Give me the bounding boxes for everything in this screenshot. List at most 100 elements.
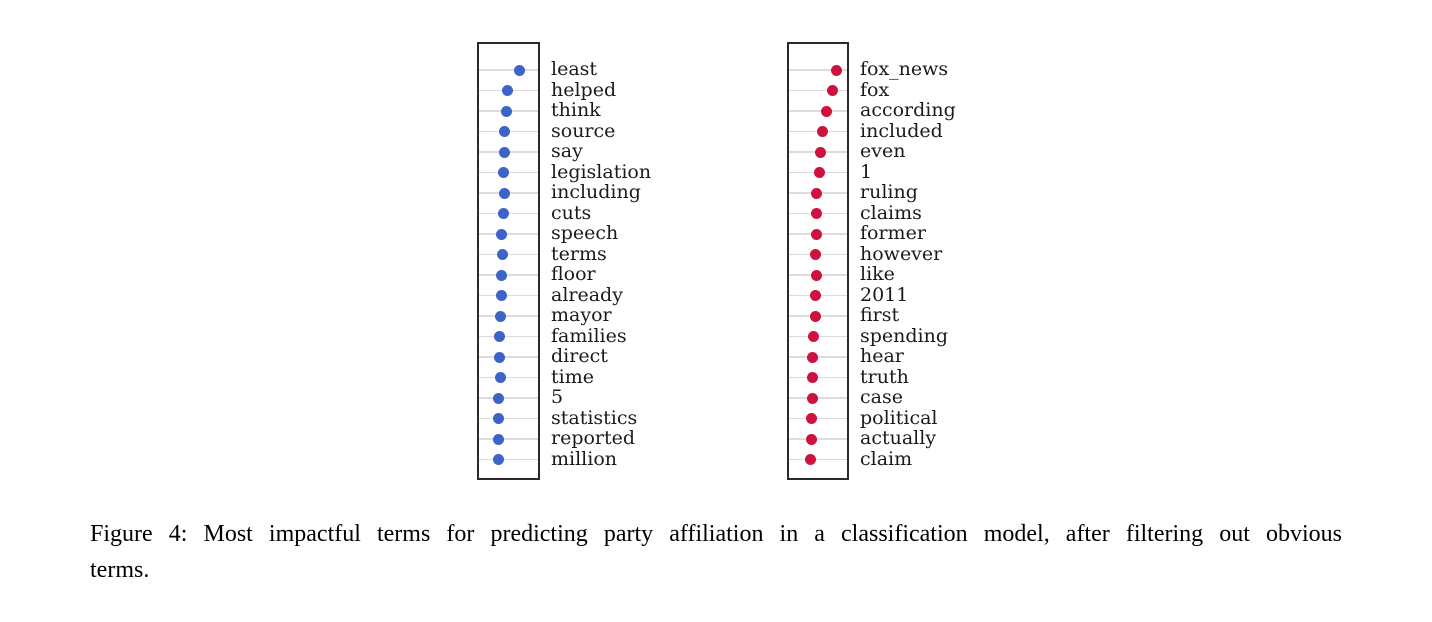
data-point-million — [492, 454, 504, 465]
term-label-already: already — [551, 283, 623, 306]
strip-plot-right-frame — [787, 42, 849, 480]
term-label-speech: speech — [551, 222, 619, 245]
figure-caption: Figure 4: Most impactful terms for predi… — [90, 516, 1342, 588]
data-point-ruling — [811, 187, 823, 199]
strip-plot-left-frame — [477, 42, 540, 480]
gridline — [479, 294, 538, 297]
term-label-first: first — [860, 304, 900, 327]
data-point-mayor — [494, 310, 506, 322]
term-label-legislation: legislation — [551, 160, 652, 183]
term-label-time: time — [551, 365, 594, 388]
data-point-truth — [806, 372, 818, 383]
term-label-spending: spending — [860, 324, 949, 347]
term-label-political: political — [860, 406, 938, 429]
gridline — [479, 233, 538, 235]
gridline — [789, 458, 847, 461]
data-point-terms — [496, 249, 508, 260]
term-label-like: like — [860, 263, 895, 286]
term-label-according: according — [860, 99, 956, 122]
strip-plot-left-labels: least helped think source say legislation incl… — [551, 44, 771, 482]
term-label-actually: actually — [860, 427, 937, 450]
data-point-first — [809, 310, 821, 322]
data-point-included — [817, 126, 829, 137]
gridline — [479, 315, 538, 317]
data-point-cuts — [497, 208, 509, 219]
term-label-claims: claims — [860, 201, 922, 224]
gridline — [479, 376, 538, 379]
data-point-political — [806, 413, 818, 424]
term-label-even: even — [860, 140, 906, 163]
term-label-1: 1 — [860, 160, 873, 183]
data-point-claims — [811, 208, 823, 219]
data-point-1 — [813, 167, 825, 178]
data-point-statistics — [493, 413, 505, 424]
data-point-legislation — [498, 167, 510, 178]
gridline — [479, 274, 538, 276]
gridline — [479, 397, 538, 399]
term-label-cuts: cuts — [551, 201, 592, 224]
gridline — [789, 438, 847, 440]
data-point-say — [498, 146, 510, 158]
data-point-families — [494, 331, 506, 342]
gridline — [479, 335, 538, 338]
gridline — [789, 110, 847, 112]
term-label-2011: 2011 — [860, 283, 909, 306]
term-label-fox: fox — [860, 78, 890, 101]
term-label-hear: hear — [860, 345, 904, 368]
term-label-truth: truth — [860, 365, 909, 388]
term-label-floor: floor — [551, 263, 596, 286]
data-point-even — [815, 146, 827, 158]
gridline — [479, 458, 538, 461]
figure-caption-line-2: terms. — [90, 557, 150, 583]
data-point-2011 — [809, 290, 821, 301]
term-label-million: million — [551, 447, 617, 470]
term-label-fox_news: fox_news — [860, 58, 949, 81]
term-label-least: least — [551, 58, 598, 81]
data-point-including — [498, 187, 510, 199]
term-label-statistics: statistics — [551, 406, 638, 429]
term-label-reported: reported — [551, 427, 636, 450]
data-point-case — [807, 392, 819, 404]
data-point-like — [810, 269, 822, 281]
gridline — [479, 253, 538, 256]
data-point-helped — [501, 85, 513, 96]
term-label-5: 5 — [551, 386, 564, 409]
data-point-former — [811, 228, 823, 240]
data-point-time — [494, 372, 506, 383]
term-label-mayor: mayor — [551, 304, 612, 327]
term-label-direct: direct — [551, 345, 608, 368]
term-label-claim: claim — [860, 447, 913, 470]
data-point-least — [513, 64, 525, 76]
gridline — [789, 417, 847, 420]
term-label-however: however — [860, 242, 943, 265]
term-label-families: families — [551, 324, 627, 347]
gridline — [479, 417, 538, 420]
term-label-helped: helped — [551, 78, 617, 101]
term-label-included: included — [860, 119, 943, 142]
term-label-case: case — [860, 386, 903, 409]
gridline — [789, 69, 847, 71]
gridline — [479, 356, 538, 358]
data-point-according — [821, 105, 833, 117]
gridline — [789, 376, 847, 379]
data-point-fox_news — [830, 64, 842, 76]
term-label-say: say — [551, 140, 583, 163]
data-point-source — [498, 126, 510, 137]
data-point-actually — [806, 433, 818, 445]
data-point-reported — [493, 433, 505, 445]
data-point-floor — [496, 269, 508, 281]
data-point-direct — [494, 351, 506, 363]
data-point-think — [500, 105, 512, 117]
data-point-5 — [493, 392, 505, 404]
term-label-former: former — [860, 222, 926, 245]
data-point-speech — [495, 228, 507, 240]
data-point-claim — [805, 454, 817, 465]
gridline — [479, 438, 538, 440]
term-label-including: including — [551, 181, 641, 204]
data-point-spending — [808, 331, 820, 342]
term-label-think: think — [551, 99, 601, 122]
gridline — [789, 89, 847, 92]
term-label-ruling: ruling — [860, 181, 918, 204]
data-point-however — [810, 249, 822, 260]
